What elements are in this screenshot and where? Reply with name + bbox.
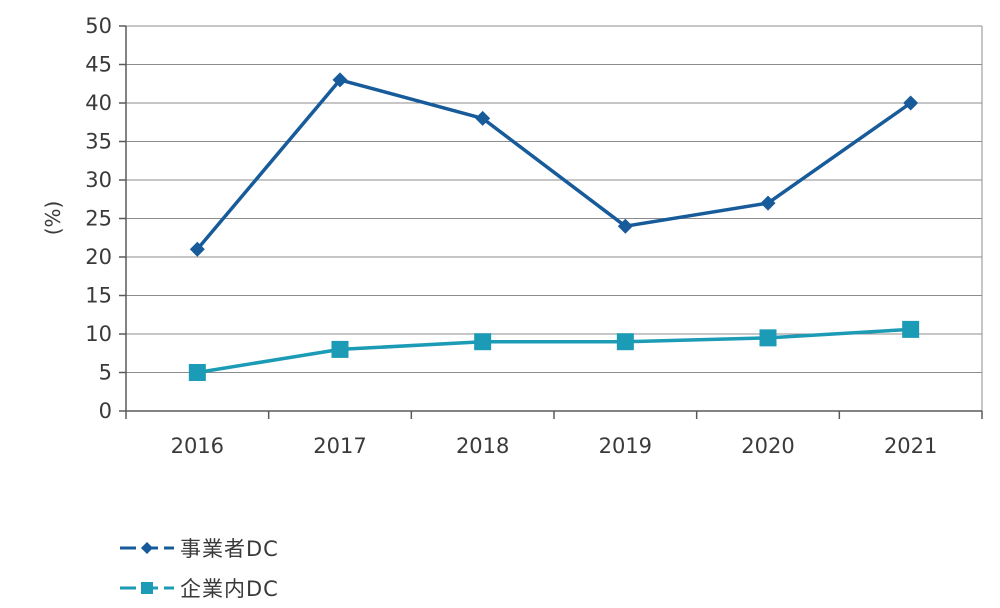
x-tick-label: 2018 [456, 434, 509, 458]
y-tick-label: 40 [85, 91, 112, 115]
legend: 事業者DC 企業内DC [118, 528, 279, 608]
x-tick-label: 2020 [741, 434, 794, 458]
data-point [902, 320, 920, 338]
axes [119, 25, 983, 419]
data-point [475, 110, 491, 126]
data-point [903, 95, 919, 111]
gridlines [126, 25, 983, 411]
data-point [760, 195, 776, 211]
y-tick-label: 50 [85, 14, 112, 38]
data-point [617, 218, 633, 234]
series-line-1 [195, 78, 912, 251]
data-point [188, 364, 206, 381]
data-point [332, 72, 348, 88]
legend-swatch-diamond-icon [120, 542, 174, 554]
x-tick-labels: 2016 2017 2018 2019 2020 2021 [171, 434, 938, 458]
y-tick-label: 15 [85, 284, 112, 308]
legend-label-series-2: 企業内DC [180, 577, 279, 601]
legend-swatch-square-icon [120, 582, 174, 594]
series-line-2 [197, 327, 911, 375]
series-group [188, 72, 920, 381]
data-point [616, 333, 634, 351]
y-tick-label: 30 [85, 168, 112, 192]
x-tick-label: 2017 [313, 434, 366, 458]
y-tick-label: 20 [85, 245, 112, 269]
x-tick-label: 2019 [599, 434, 652, 458]
legend-item-series-2: 企業内DC [118, 568, 279, 608]
y-tick-label: 45 [85, 53, 112, 77]
legend-item-series-1: 事業者DC [118, 528, 279, 568]
y-tick-label: 25 [85, 207, 112, 231]
y-tick-label: 0 [99, 399, 112, 423]
x-tick-label: 2021 [884, 434, 937, 458]
y-axis-label: (%) [41, 201, 65, 236]
y-tick-label: 5 [99, 361, 112, 385]
data-point [474, 333, 492, 351]
data-point [759, 329, 777, 347]
y-tick-label: 35 [85, 130, 112, 154]
y-tick-labels: 0 5 10 15 20 25 30 35 40 45 50 [85, 14, 112, 423]
data-point [189, 241, 205, 257]
y-tick-label: 10 [85, 322, 112, 346]
x-tick-label: 2016 [171, 434, 224, 458]
data-point [331, 340, 349, 358]
legend-label-series-1: 事業者DC [180, 537, 279, 561]
